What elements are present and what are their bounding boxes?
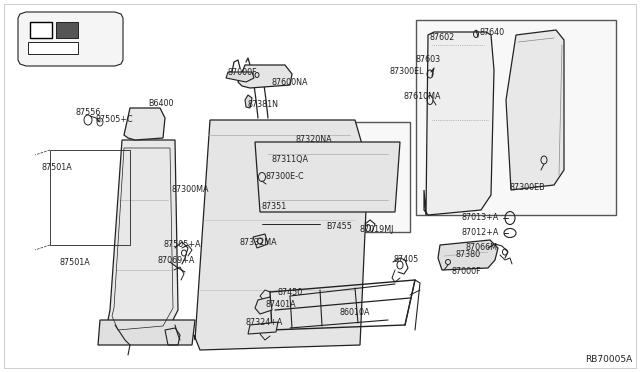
Polygon shape: [194, 120, 368, 350]
Text: B6400: B6400: [148, 99, 173, 108]
Text: 87501A: 87501A: [42, 163, 73, 172]
Text: 87066M: 87066M: [466, 243, 498, 252]
Text: 87324+A: 87324+A: [245, 318, 282, 327]
Polygon shape: [424, 32, 494, 215]
Polygon shape: [253, 234, 268, 248]
Bar: [30, 22, 52, 38]
Text: 87603: 87603: [416, 55, 441, 64]
Polygon shape: [245, 95, 252, 108]
Polygon shape: [108, 140, 178, 335]
Text: 87351: 87351: [262, 202, 287, 211]
Text: 87610MA: 87610MA: [404, 92, 442, 101]
Text: 87600NA: 87600NA: [272, 78, 308, 87]
Text: 87602: 87602: [430, 33, 455, 42]
Text: 87405: 87405: [394, 255, 419, 264]
Polygon shape: [124, 108, 165, 140]
Text: 87501A: 87501A: [60, 258, 91, 267]
Text: 87311QA: 87311QA: [272, 155, 309, 164]
Text: 87450: 87450: [278, 288, 303, 297]
Bar: [240, 122, 410, 232]
Text: 87640: 87640: [480, 28, 505, 37]
Text: 87300MA: 87300MA: [172, 185, 209, 194]
Text: 87380: 87380: [455, 250, 480, 259]
Polygon shape: [248, 322, 278, 334]
Text: 87505+C: 87505+C: [95, 115, 132, 124]
Text: 87000F: 87000F: [228, 68, 258, 77]
Bar: [30, 22, 52, 38]
Polygon shape: [98, 320, 195, 345]
Text: 86010A: 86010A: [340, 308, 371, 317]
Polygon shape: [438, 240, 498, 270]
Text: 87381N: 87381N: [247, 100, 278, 109]
Text: 87013+A: 87013+A: [462, 213, 499, 222]
Text: 87000F: 87000F: [452, 267, 482, 276]
Text: 87012+A: 87012+A: [462, 228, 499, 237]
Text: 87401A: 87401A: [265, 300, 296, 309]
Polygon shape: [255, 142, 400, 212]
Text: 87300EB: 87300EB: [510, 183, 546, 192]
Polygon shape: [18, 12, 123, 66]
Text: 87300EL: 87300EL: [390, 67, 424, 76]
Text: 87019MJ: 87019MJ: [360, 225, 394, 234]
Text: RB70005A: RB70005A: [585, 355, 632, 364]
Text: 87505+A: 87505+A: [163, 240, 200, 249]
Text: 87332MA: 87332MA: [240, 238, 278, 247]
Text: B7455: B7455: [326, 222, 352, 231]
Text: 87320NA: 87320NA: [296, 135, 333, 144]
Bar: [56, 22, 78, 38]
Text: 87069+A: 87069+A: [158, 256, 195, 265]
Text: 87300E-C: 87300E-C: [265, 172, 303, 181]
Polygon shape: [506, 30, 564, 190]
Bar: [50, 150, 130, 245]
Polygon shape: [255, 297, 272, 314]
Polygon shape: [226, 72, 254, 82]
Polygon shape: [238, 65, 292, 88]
Text: 87556: 87556: [75, 108, 100, 117]
Bar: [416, 20, 616, 215]
Bar: [28, 42, 78, 54]
